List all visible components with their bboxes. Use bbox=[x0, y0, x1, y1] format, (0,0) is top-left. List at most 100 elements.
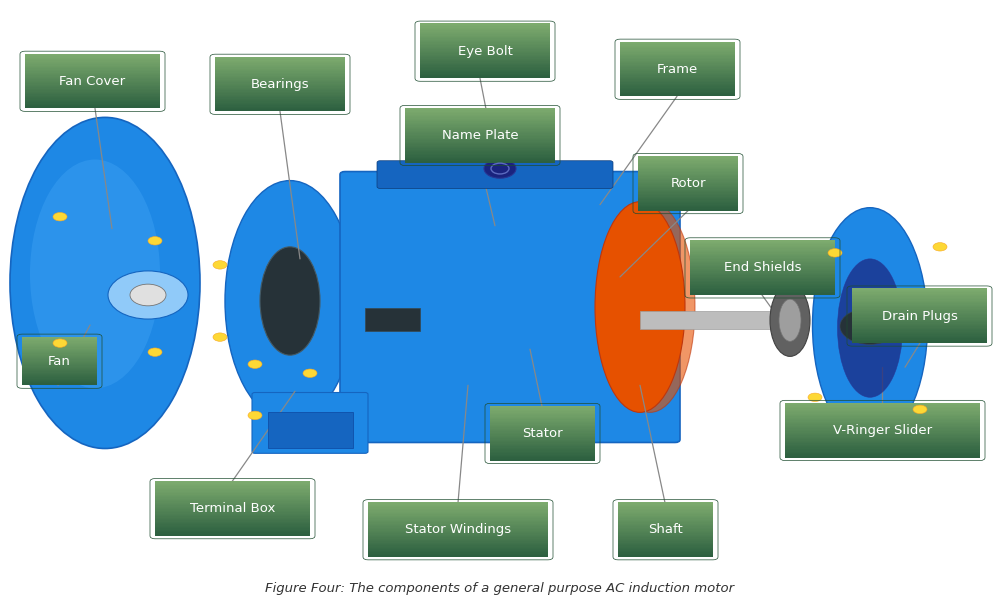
Bar bbox=[490, 441, 595, 443]
Bar bbox=[22, 349, 97, 350]
Bar bbox=[215, 104, 345, 106]
Bar bbox=[618, 536, 713, 538]
Bar bbox=[638, 163, 738, 164]
Circle shape bbox=[248, 411, 262, 420]
Bar bbox=[25, 54, 160, 55]
Bar bbox=[638, 173, 738, 176]
Ellipse shape bbox=[779, 299, 801, 341]
Bar bbox=[785, 412, 980, 414]
Bar bbox=[618, 551, 713, 553]
Bar bbox=[365, 308, 420, 331]
Bar bbox=[785, 429, 980, 430]
Bar bbox=[420, 54, 550, 55]
Bar bbox=[215, 96, 345, 98]
Bar bbox=[22, 352, 97, 354]
Bar bbox=[490, 447, 595, 448]
Bar bbox=[490, 436, 595, 438]
Bar bbox=[852, 297, 987, 299]
Bar bbox=[215, 93, 345, 95]
Bar bbox=[25, 66, 160, 68]
Circle shape bbox=[808, 393, 822, 402]
Bar bbox=[638, 184, 738, 187]
Bar bbox=[215, 88, 345, 90]
Bar bbox=[368, 540, 548, 542]
Bar bbox=[618, 555, 713, 557]
Bar bbox=[490, 420, 595, 421]
Bar bbox=[368, 529, 548, 531]
Text: Eye Bolt: Eye Bolt bbox=[458, 45, 512, 58]
Bar bbox=[25, 85, 160, 87]
Bar bbox=[420, 30, 550, 32]
Bar bbox=[368, 535, 548, 536]
Bar bbox=[155, 489, 310, 491]
Bar bbox=[155, 530, 310, 532]
Bar bbox=[620, 50, 735, 52]
Bar bbox=[852, 288, 987, 290]
Bar bbox=[618, 507, 713, 509]
FancyBboxPatch shape bbox=[377, 161, 613, 188]
Bar bbox=[215, 84, 345, 85]
Bar bbox=[405, 139, 555, 141]
Bar bbox=[638, 170, 738, 172]
Bar bbox=[215, 73, 345, 75]
Bar bbox=[368, 524, 548, 526]
Bar bbox=[690, 256, 835, 258]
Bar bbox=[25, 87, 160, 90]
Ellipse shape bbox=[225, 181, 355, 421]
Bar bbox=[215, 60, 345, 61]
Bar bbox=[420, 51, 550, 52]
Bar bbox=[618, 529, 713, 531]
Bar bbox=[420, 72, 550, 74]
Bar bbox=[638, 193, 738, 194]
Bar bbox=[22, 337, 97, 338]
Bar bbox=[420, 63, 550, 65]
Bar bbox=[25, 58, 160, 60]
Bar bbox=[420, 23, 550, 25]
Bar bbox=[368, 551, 548, 553]
Bar bbox=[420, 68, 550, 70]
Bar bbox=[155, 492, 310, 494]
Bar bbox=[852, 338, 987, 340]
Bar bbox=[368, 509, 548, 510]
Bar bbox=[155, 481, 310, 483]
Bar bbox=[368, 528, 548, 530]
Bar bbox=[620, 92, 735, 94]
Bar bbox=[368, 503, 548, 506]
Bar bbox=[405, 112, 555, 114]
Bar bbox=[638, 199, 738, 201]
Text: Name Plate: Name Plate bbox=[442, 129, 518, 142]
Circle shape bbox=[303, 369, 317, 377]
Bar bbox=[638, 168, 738, 170]
Bar bbox=[22, 364, 97, 366]
Bar bbox=[155, 532, 310, 535]
Text: Bearings: Bearings bbox=[251, 78, 309, 91]
Bar bbox=[25, 98, 160, 101]
Bar bbox=[690, 262, 835, 264]
Bar bbox=[618, 523, 713, 524]
Bar bbox=[215, 77, 345, 79]
Bar bbox=[852, 332, 987, 334]
Bar bbox=[852, 309, 987, 311]
Bar bbox=[785, 418, 980, 420]
Bar bbox=[620, 51, 735, 53]
Bar bbox=[638, 209, 738, 211]
Bar bbox=[618, 513, 713, 515]
Bar bbox=[690, 252, 835, 254]
Bar bbox=[25, 71, 160, 73]
Bar bbox=[852, 303, 987, 305]
Bar bbox=[405, 116, 555, 118]
Bar bbox=[490, 442, 595, 444]
Bar bbox=[785, 453, 980, 455]
Bar bbox=[155, 498, 310, 501]
Bar bbox=[405, 129, 555, 131]
Bar bbox=[490, 437, 595, 439]
Bar bbox=[785, 431, 980, 433]
Bar bbox=[420, 66, 550, 67]
Bar bbox=[420, 71, 550, 73]
Bar bbox=[785, 456, 980, 458]
Circle shape bbox=[933, 243, 947, 251]
Bar bbox=[638, 207, 738, 209]
Bar bbox=[155, 529, 310, 530]
Bar bbox=[368, 545, 548, 547]
Bar bbox=[405, 109, 555, 111]
